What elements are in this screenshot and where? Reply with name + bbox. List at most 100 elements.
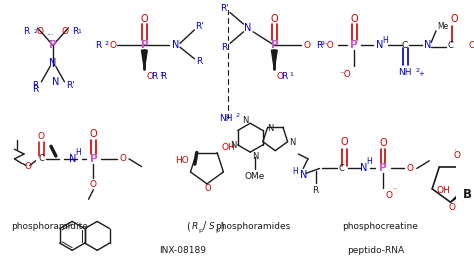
Text: p: p	[198, 228, 202, 233]
Text: phosphoramides: phosphoramides	[216, 222, 291, 231]
Text: N: N	[267, 124, 273, 133]
Text: O: O	[449, 204, 456, 212]
Text: N: N	[244, 23, 251, 33]
Text: 1: 1	[160, 72, 164, 77]
Text: OH: OH	[437, 186, 451, 195]
Text: C: C	[447, 41, 454, 50]
Text: N: N	[424, 40, 431, 50]
Text: R: R	[161, 71, 167, 81]
Text: H: H	[75, 148, 81, 157]
Text: H: H	[367, 157, 373, 166]
Text: R: R	[151, 71, 157, 81]
Text: R': R'	[220, 4, 228, 13]
Text: S: S	[209, 222, 215, 231]
Text: O: O	[109, 41, 116, 50]
Text: O: O	[454, 152, 460, 161]
Text: P: P	[271, 40, 278, 50]
Text: N: N	[69, 154, 76, 164]
Text: R: R	[33, 81, 39, 90]
Text: R: R	[196, 57, 202, 66]
Text: 1: 1	[290, 72, 293, 77]
Text: 2: 2	[105, 41, 109, 46]
Text: P: P	[49, 40, 57, 50]
Polygon shape	[142, 50, 147, 69]
Text: O: O	[271, 14, 278, 24]
Text: OMe: OMe	[245, 172, 265, 181]
Text: O: O	[350, 14, 358, 24]
Text: O: O	[146, 71, 153, 81]
Text: NH: NH	[219, 114, 233, 123]
Text: Me: Me	[437, 21, 448, 31]
Text: O: O	[379, 139, 387, 148]
Text: P: P	[90, 154, 97, 164]
Text: P: P	[141, 40, 148, 50]
Text: N: N	[49, 57, 56, 68]
Text: C: C	[401, 41, 407, 50]
Text: O: O	[276, 71, 283, 81]
Text: R: R	[221, 43, 228, 52]
Text: C: C	[339, 164, 345, 173]
Text: NH: NH	[399, 68, 412, 77]
Text: HO: HO	[175, 156, 189, 165]
Text: p: p	[216, 228, 219, 233]
Text: O: O	[62, 27, 69, 36]
Text: ···: ···	[46, 31, 54, 40]
Text: INX-08189: INX-08189	[159, 246, 206, 255]
Text: O: O	[450, 14, 458, 24]
Text: phosphoramidite: phosphoramidite	[12, 222, 89, 231]
Text: O: O	[37, 27, 44, 36]
Text: O: O	[205, 184, 211, 193]
Text: O: O	[468, 41, 474, 50]
Text: 2: 2	[320, 41, 325, 46]
Text: O: O	[341, 138, 348, 147]
Text: R: R	[95, 41, 101, 50]
Text: R': R'	[66, 81, 74, 90]
Text: O: O	[386, 191, 393, 200]
Text: O: O	[120, 154, 127, 163]
Text: O: O	[38, 132, 45, 141]
Text: B: B	[463, 188, 472, 201]
Text: R: R	[23, 27, 29, 36]
Text: N: N	[375, 40, 383, 50]
Text: N: N	[300, 170, 307, 180]
Text: R': R'	[195, 23, 204, 32]
Polygon shape	[272, 50, 277, 69]
Text: phosphocreatine: phosphocreatine	[342, 222, 418, 231]
Text: O: O	[90, 180, 97, 189]
Text: O: O	[303, 41, 310, 50]
Text: 2: 2	[416, 68, 420, 73]
Text: (: (	[186, 221, 190, 231]
Text: N: N	[290, 138, 296, 147]
Text: OH: OH	[222, 143, 236, 152]
Text: peptido-RNA: peptido-RNA	[347, 246, 404, 255]
Text: 1: 1	[77, 29, 81, 34]
Text: O: O	[141, 14, 148, 24]
Text: ⁻O: ⁻O	[339, 70, 351, 79]
Text: /: /	[203, 221, 207, 231]
Text: O: O	[407, 164, 413, 173]
Text: N: N	[230, 141, 236, 150]
Text: C: C	[38, 154, 45, 163]
Text: ⁻O: ⁻O	[322, 41, 334, 50]
Text: N: N	[52, 77, 60, 87]
Text: ⁻: ⁻	[392, 185, 397, 194]
Text: H: H	[382, 36, 388, 45]
Text: R: R	[72, 27, 78, 36]
Text: R: R	[281, 71, 287, 81]
Text: ): )	[220, 221, 224, 231]
Text: H: H	[292, 167, 298, 176]
Text: O: O	[90, 129, 97, 139]
Text: O: O	[25, 162, 31, 171]
Text: R: R	[316, 41, 322, 50]
Text: P: P	[350, 40, 358, 50]
Text: R: R	[312, 186, 319, 195]
Text: N: N	[242, 116, 249, 125]
Text: 2: 2	[34, 29, 38, 34]
Text: 2: 2	[236, 113, 240, 118]
Text: R: R	[191, 222, 198, 231]
Text: +: +	[419, 71, 425, 77]
Text: N: N	[173, 40, 180, 50]
Text: P: P	[379, 163, 387, 174]
Text: N: N	[252, 153, 258, 161]
Text: N: N	[360, 163, 367, 174]
